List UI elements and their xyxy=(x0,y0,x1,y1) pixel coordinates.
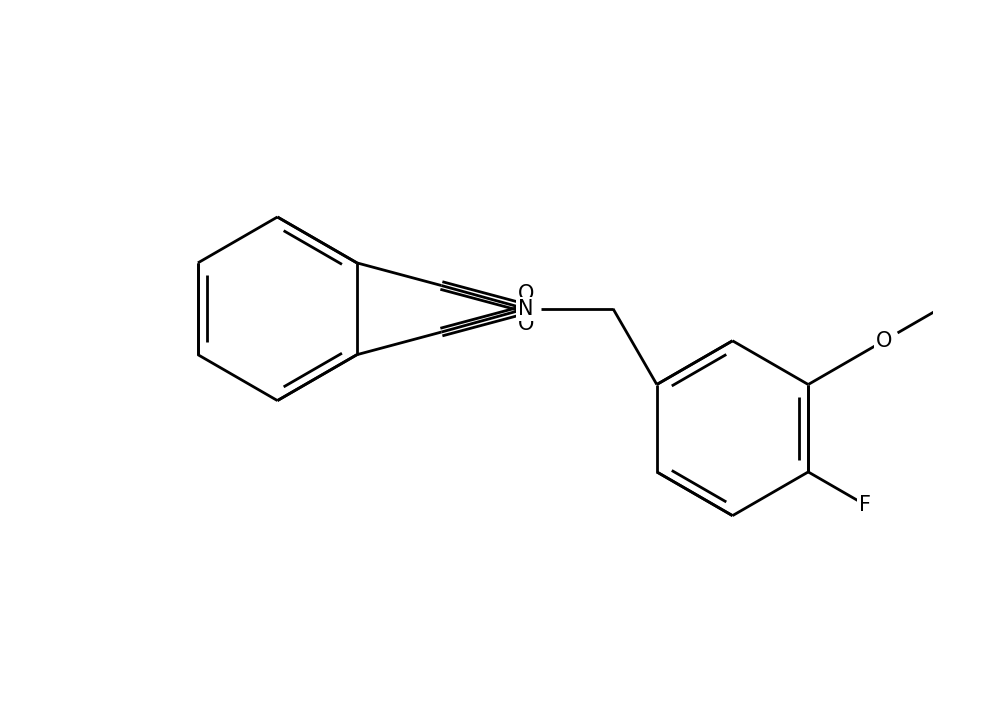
Text: O: O xyxy=(876,331,892,351)
Text: F: F xyxy=(859,495,871,515)
Text: N: N xyxy=(518,299,534,319)
Text: O: O xyxy=(518,284,534,304)
Text: O: O xyxy=(518,314,534,333)
